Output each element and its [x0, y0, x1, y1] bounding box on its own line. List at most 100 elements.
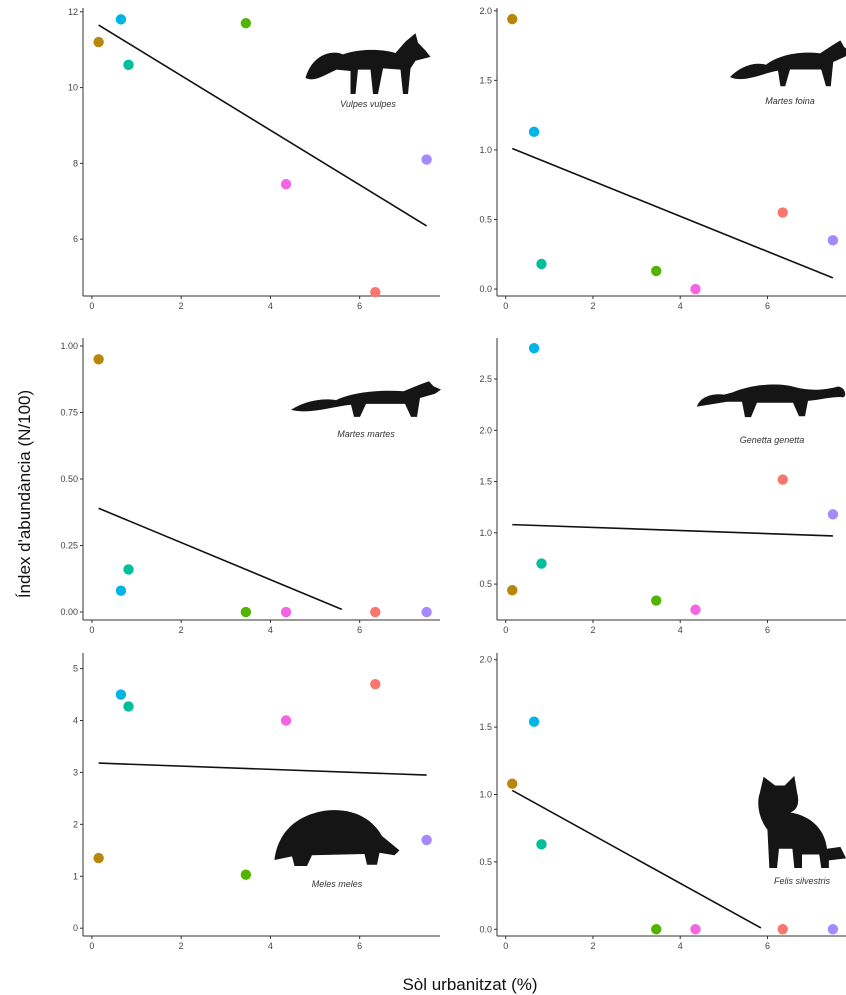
- data-point: [507, 585, 518, 596]
- data-point: [507, 778, 518, 789]
- panel-5: 0 2 4 6 0 1 2 3 4 5 Meles meles: [73, 653, 440, 951]
- x-tick-label: 6: [357, 301, 362, 311]
- data-point: [370, 606, 381, 618]
- species-label: Vulpes vulpes: [340, 99, 396, 109]
- x-tick-label: 4: [268, 301, 273, 311]
- data-point: [115, 689, 127, 700]
- species-silhouette: [291, 381, 441, 417]
- y-tick-label: 8: [73, 158, 78, 168]
- data-point: [115, 14, 127, 25]
- data-point: [240, 869, 252, 880]
- species-silhouette: [730, 40, 846, 87]
- y-tick-label: 4: [73, 716, 78, 726]
- x-tick-label: 6: [357, 941, 362, 951]
- x-tick-label: 0: [89, 941, 94, 951]
- panel-4: 0 2 4 6 0.5 1.0 1.5 2.0 2.5 Genetta genetta: [479, 338, 846, 635]
- y-tick-label: 2.0: [479, 655, 492, 665]
- y-tick-label: 12: [68, 7, 78, 17]
- data-point: [690, 283, 701, 295]
- x-tick-label: 0: [503, 301, 508, 311]
- data-point: [651, 924, 662, 935]
- species-label: Felis silvestris: [774, 876, 831, 886]
- y-tick-label: 0: [73, 923, 78, 933]
- y-tick-label: 2.5: [479, 374, 492, 384]
- y-tick-label: 1: [73, 871, 78, 881]
- data-point: [280, 606, 292, 618]
- trend-line: [98, 507, 343, 611]
- y-tick-label: 0.5: [479, 857, 492, 867]
- species-silhouette: [274, 810, 400, 866]
- data-point: [690, 604, 701, 615]
- trend-line: [511, 147, 834, 279]
- trend-line: [98, 762, 427, 776]
- y-tick-label: 1.00: [60, 341, 78, 351]
- x-tick-label: 0: [503, 941, 508, 951]
- data-point: [777, 207, 788, 218]
- data-point: [536, 258, 547, 270]
- x-tick-label: 6: [765, 301, 770, 311]
- y-tick-label: 1.0: [479, 528, 492, 538]
- data-point: [115, 585, 127, 596]
- data-point: [280, 179, 292, 190]
- data-point: [280, 715, 292, 726]
- data-point: [777, 924, 788, 935]
- trend-line: [512, 523, 833, 537]
- species-silhouette: [305, 33, 431, 94]
- data-point: [651, 265, 662, 277]
- x-tick-label: 6: [765, 625, 770, 635]
- x-tick-label: 2: [590, 941, 595, 951]
- x-tick-label: 2: [179, 941, 184, 951]
- x-tick-label: 2: [590, 301, 595, 311]
- data-point: [123, 564, 134, 575]
- x-tick-label: 4: [678, 941, 683, 951]
- y-tick-label: 0.50: [60, 474, 78, 484]
- data-point: [827, 235, 839, 246]
- data-point: [240, 606, 252, 618]
- species-label: Genetta genetta: [740, 435, 805, 445]
- x-tick-label: 6: [765, 941, 770, 951]
- x-tick-label: 4: [678, 625, 683, 635]
- x-tick-label: 0: [89, 301, 94, 311]
- data-point: [827, 924, 839, 935]
- data-point: [777, 474, 788, 485]
- panel-6: 0 2 4 6 0.0 0.5 1.0 1.5 2.0 Felis silvestris: [479, 653, 846, 951]
- x-tick-label: 4: [678, 301, 683, 311]
- trend-line: [98, 24, 428, 227]
- data-point: [93, 354, 104, 365]
- data-point: [370, 678, 381, 690]
- y-tick-label: 1.0: [479, 145, 492, 155]
- data-point: [528, 343, 540, 354]
- data-point: [93, 36, 104, 48]
- panel-2: 0 2 4 6 0.0 0.5 1.0 1.5 2.0 Martes foina: [479, 6, 846, 311]
- y-tick-label: 0.5: [479, 579, 492, 589]
- y-tick-label: 1.0: [479, 790, 492, 800]
- y-tick-label: 2.0: [479, 6, 492, 16]
- data-point: [536, 558, 547, 569]
- data-point: [536, 839, 547, 850]
- data-point: [528, 716, 540, 727]
- data-point: [507, 13, 518, 25]
- y-tick-label: 0.5: [479, 214, 492, 224]
- data-point: [240, 17, 252, 29]
- x-tick-label: 0: [89, 625, 94, 635]
- data-point: [421, 834, 432, 846]
- data-point: [651, 595, 662, 606]
- y-tick-label: 0.25: [60, 541, 78, 551]
- data-point: [123, 59, 134, 71]
- species-label: Martes foina: [765, 96, 815, 106]
- data-point: [690, 924, 701, 935]
- y-tick-label: 2: [73, 819, 78, 829]
- y-tick-label: 6: [73, 234, 78, 244]
- species-label: Meles meles: [312, 879, 363, 889]
- y-axis-title: Índex d'abundància (N/100): [15, 390, 34, 598]
- data-point: [528, 126, 540, 138]
- x-tick-label: 6: [357, 625, 362, 635]
- y-tick-label: 1.5: [479, 477, 492, 487]
- x-tick-label: 2: [179, 301, 184, 311]
- species-silhouette: [758, 775, 846, 868]
- panel-3: 0 2 4 6 0.00 0.25 0.50 0.75 1.00 Martes martes: [60, 338, 441, 635]
- y-tick-label: 1.5: [479, 722, 492, 732]
- y-tick-label: 0.0: [479, 924, 492, 934]
